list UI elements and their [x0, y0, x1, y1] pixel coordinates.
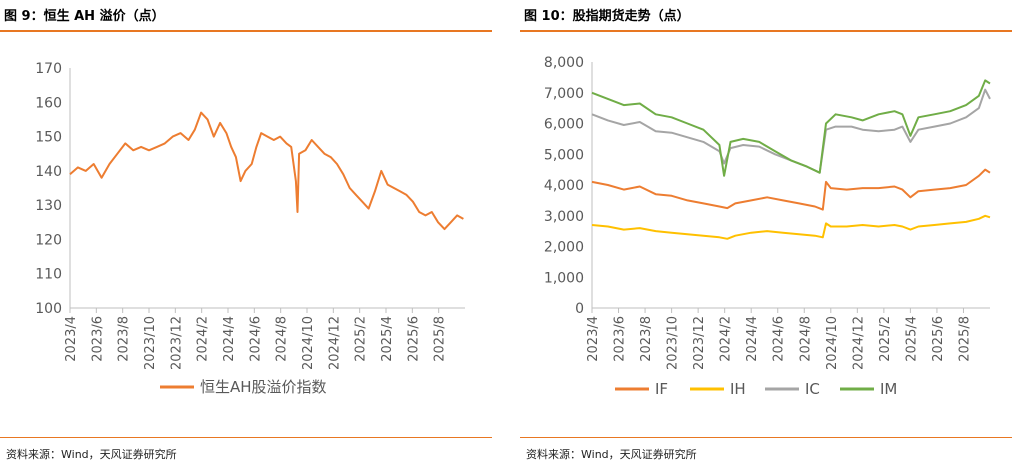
x-tick-label: 2024/8	[275, 316, 290, 362]
index-futures-chart: 0 1,000 2,000 3,000 4,000 5,000 6,000 7,000 8,00…	[544, 55, 991, 398]
x-tick-label: 2023/10	[143, 316, 158, 370]
x-tick-label: 2024/2	[196, 316, 211, 362]
y-tick-label: 150	[35, 130, 62, 146]
x-tick-label: 2025/8	[433, 316, 448, 362]
x-tick-label: 2024/12	[327, 316, 342, 370]
source-divider	[520, 437, 1012, 438]
source-note: 资料来源：Wind，天风证券研究所	[6, 448, 177, 461]
x-tick-label: 2023/4	[64, 316, 79, 362]
y-tick-label: 7,000	[544, 86, 584, 102]
series-line-ih	[591, 214, 991, 240]
y-tick-label: 160	[35, 95, 62, 111]
title-divider	[0, 30, 492, 32]
title-divider	[520, 30, 1012, 32]
x-tick-label: 2023/8	[639, 316, 654, 362]
y-tick-label: 140	[35, 164, 62, 180]
source-note: 资料来源：Wind，天风证券研究所	[526, 448, 697, 461]
y-tick-label: 8,000	[544, 55, 584, 71]
x-tick-label: 2024/10	[825, 316, 840, 370]
x-tick-label: 2025/2	[878, 316, 893, 362]
y-tick-label: 110	[35, 267, 62, 283]
figure-title: 图 9：恒生 AH 溢价（点）	[4, 9, 165, 24]
x-tick-label: 2025/6	[931, 316, 946, 362]
x-tick-label: 2024/6	[772, 316, 787, 362]
x-tick-label: 2024/8	[798, 316, 813, 362]
legend-label-im: IM	[880, 380, 897, 398]
x-tick-label: 2023/8	[117, 316, 132, 362]
x-tick-label: 2025/8	[957, 316, 972, 362]
figure-panel-index-futures: 图 10：股指期货走势（点） 0 1,000 2,000 3,000 4,000 5,00…	[520, 0, 1012, 466]
series-line-im	[591, 79, 991, 177]
x-tick-label: 2024/4	[745, 316, 760, 362]
x-tick-label: 2025/4	[380, 316, 395, 362]
y-tick-label: 120	[35, 232, 62, 248]
x-tick-label: 2023/6	[613, 316, 628, 362]
y-tick-label: 0	[575, 301, 584, 317]
x-tick-label: 2025/4	[904, 316, 919, 362]
x-tick-label: 2024/2	[719, 316, 734, 362]
y-tick-label: 130	[35, 198, 62, 214]
y-tick-label: 4,000	[544, 178, 584, 194]
figure-title: 图 10：股指期货走势（点）	[524, 9, 690, 24]
x-tick-label: 2025/6	[406, 316, 421, 362]
x-tick-label: 2024/6	[248, 316, 263, 362]
y-tick-label: 2,000	[544, 240, 584, 256]
y-tick-label: 100	[35, 301, 62, 317]
legend-label-ah: 恒生AH股溢价指数	[200, 378, 327, 396]
y-tick-label: 5,000	[544, 147, 584, 163]
x-tick-label: 2023/12	[169, 316, 184, 370]
series-line-if	[591, 168, 991, 211]
y-tick-label: 3,000	[544, 209, 584, 225]
x-tick-label: 2023/10	[666, 316, 681, 370]
legend-label-ic: IC	[805, 380, 820, 398]
x-tick-label: 2025/2	[354, 316, 369, 362]
series-line-ah	[69, 111, 464, 231]
figure-panel-ah-premium: 图 9：恒生 AH 溢价（点） 100 110 120 130 140 150 160 170…	[0, 0, 492, 466]
x-tick-label: 2024/10	[301, 316, 316, 370]
x-tick-label: 2024/4	[222, 316, 237, 362]
ah-premium-chart: 100 110 120 130 140 150 160 170 2023/4 2023/6 2023…	[35, 61, 465, 396]
x-tick-label: 2023/4	[586, 316, 601, 362]
legend-label-if: IF	[655, 380, 668, 398]
y-tick-label: 6,000	[544, 117, 584, 133]
source-divider	[0, 437, 492, 438]
legend-label-ih: IH	[730, 380, 746, 398]
y-tick-label: 1,000	[544, 270, 584, 286]
x-tick-label: 2023/12	[692, 316, 707, 370]
y-tick-label: 170	[35, 61, 62, 77]
x-tick-label: 2023/6	[90, 316, 105, 362]
x-tick-label: 2024/12	[851, 316, 866, 370]
